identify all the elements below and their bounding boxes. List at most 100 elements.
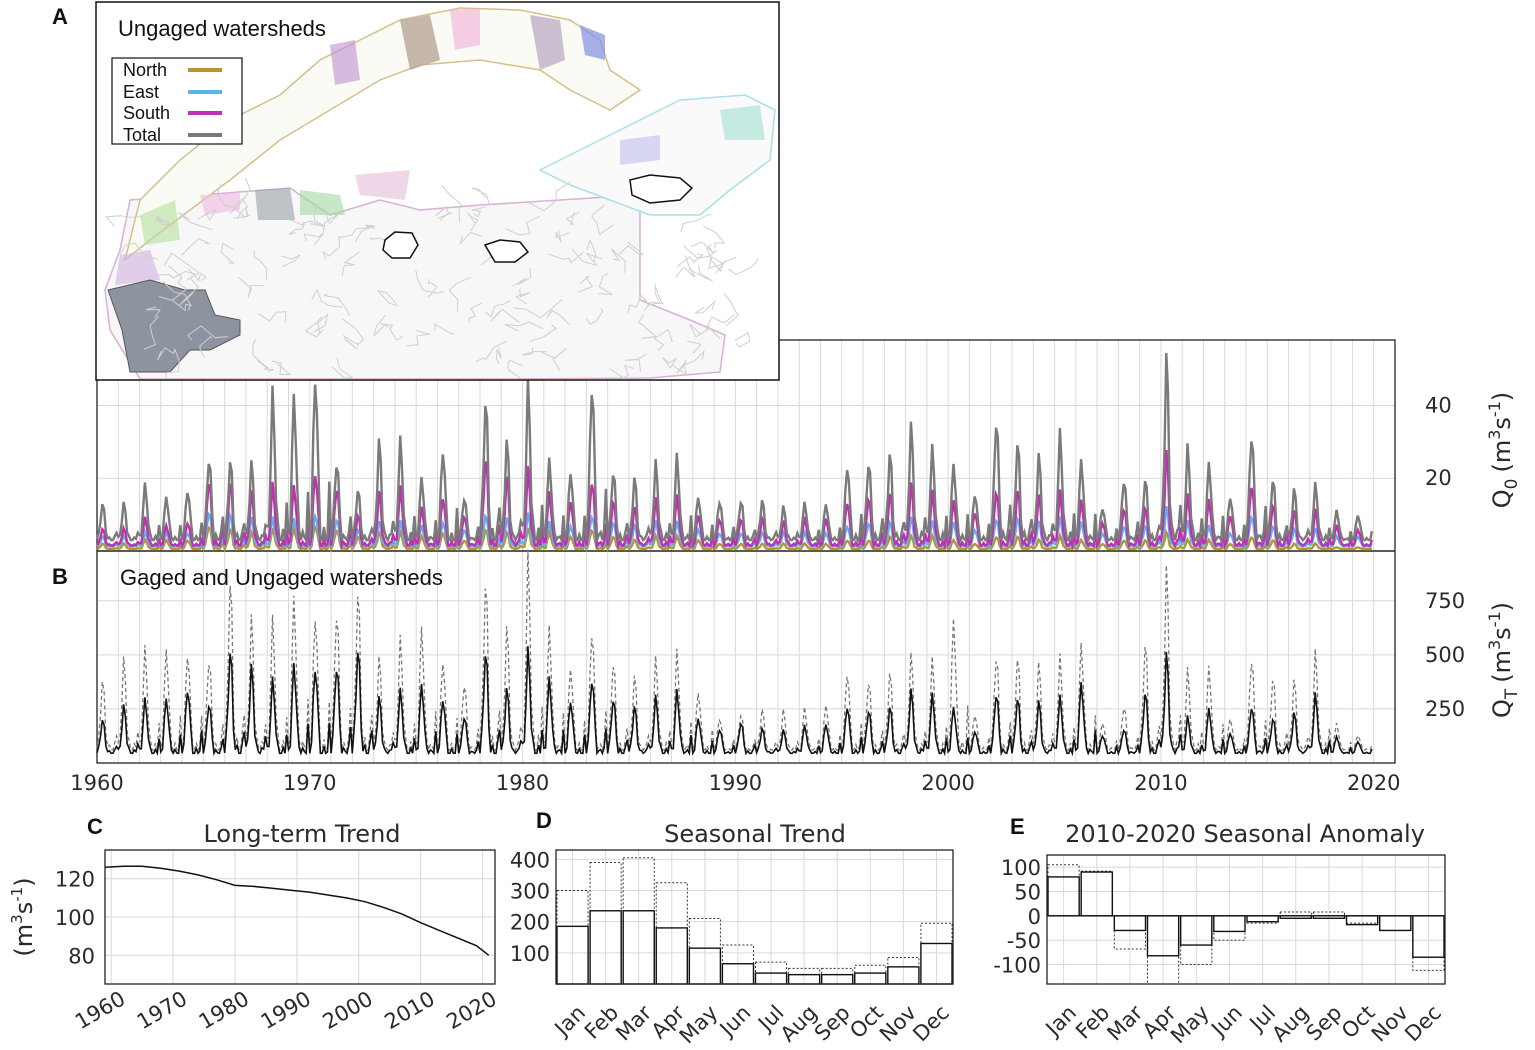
map-river [505, 215, 540, 236]
legend-label-north: North [123, 60, 167, 80]
map-patch [200, 193, 240, 215]
x-tick-label: 1980 [496, 771, 549, 795]
map-river [415, 270, 444, 294]
map-river [686, 340, 702, 354]
y-tick-label: 100 [55, 906, 95, 930]
map-river [683, 245, 719, 259]
map-river [504, 321, 544, 332]
map-river [515, 288, 530, 305]
map-patch [450, 8, 480, 50]
map-river [234, 197, 249, 220]
panel-c-ylabel: (m3s-1) [8, 877, 38, 956]
map-river [342, 334, 359, 350]
map-river [380, 323, 404, 341]
map-river [252, 339, 269, 369]
map-river [495, 346, 502, 365]
x-tick-label: 2000 [921, 771, 974, 795]
series-south-line [95, 449, 1374, 550]
x-tick-label: Jan [1040, 1001, 1081, 1042]
map-patch [355, 170, 410, 200]
map-river [540, 347, 567, 372]
map-river [322, 293, 351, 316]
map-river [373, 314, 390, 337]
map-river [322, 235, 341, 260]
panel-a-lines [95, 352, 1374, 554]
map-river [571, 248, 602, 267]
map-inset: Ungaged watersheds North East South Tota… [95, 1, 780, 381]
map-river [467, 212, 479, 232]
map-river [705, 314, 736, 330]
map-patch [530, 15, 565, 70]
map-river [693, 299, 716, 314]
bar-dashed [1312, 911, 1346, 917]
map-river [178, 211, 213, 231]
x-tick-label: 2000 [319, 987, 377, 1035]
map-river [662, 357, 678, 369]
map-patch [300, 190, 345, 215]
map-river [675, 255, 696, 278]
map-lake [629, 174, 694, 204]
map-river [427, 278, 438, 298]
map-lake [382, 231, 419, 259]
x-tick-label: 1960 [71, 987, 129, 1035]
map-river [689, 324, 721, 340]
map-river [163, 252, 200, 281]
map-river [220, 242, 235, 264]
y-tick-label: 200 [510, 911, 550, 935]
map-river [197, 208, 218, 221]
map-patch [720, 105, 765, 140]
map-river [162, 280, 191, 311]
panel-b-xticks: 1960 1970 1980 1990 2000 2010 2020 [70, 771, 1400, 795]
x-tick-label: 2010 [1134, 771, 1187, 795]
map-river [354, 224, 376, 243]
panel-c-trend-line [104, 865, 490, 956]
map-river [512, 268, 532, 287]
map-river [620, 364, 634, 379]
map-river [155, 219, 173, 228]
map-river [280, 254, 301, 268]
panel-d-title: Seasonal Trend [664, 820, 846, 848]
panel-c: Long-term Trend 80 100 120 1960 1970 1980 1990… [8, 820, 501, 1034]
map-river [105, 215, 143, 227]
map-river [448, 276, 472, 313]
panel-e-border [1046, 854, 1446, 985]
map-river [683, 350, 705, 366]
panel-b-title: Gaged and Ungaged watersheds [120, 565, 443, 590]
map-river [155, 270, 195, 279]
map-river [179, 277, 199, 306]
y-tick-label: 250 [1425, 697, 1465, 721]
map-river [238, 277, 265, 298]
map-river [490, 308, 520, 323]
map-river [638, 314, 657, 339]
map-river [555, 230, 570, 243]
y-tick-label: -50 [1007, 929, 1041, 953]
x-tick-label: Jun [714, 1001, 756, 1043]
panel-c-grid [105, 850, 495, 984]
y-tick-label: 50 [1014, 881, 1041, 905]
map-patch [115, 250, 160, 285]
y-tick-label: 750 [1425, 589, 1465, 613]
x-tick-label: Dec [908, 1001, 954, 1047]
map-river [702, 225, 726, 249]
x-tick-label: 1980 [195, 987, 253, 1035]
y-tick-label: 20 [1425, 466, 1452, 490]
map-patch [620, 135, 660, 165]
map-title: Ungaged watersheds [118, 16, 326, 41]
panel-label-b: B [52, 564, 68, 589]
map-river [598, 273, 613, 295]
map-river [513, 299, 563, 319]
map-river [168, 265, 188, 301]
y-tick-label: 40 [1425, 393, 1452, 417]
x-tick-label: 1970 [133, 987, 191, 1035]
panel-e: 2010-2020 Seasonal Anomaly -100-50050100… [993, 820, 1446, 1048]
map-patch [330, 40, 360, 85]
panel-e-title: 2010-2020 Seasonal Anomaly [1065, 820, 1425, 848]
map-river [216, 184, 246, 218]
panel-d-border [555, 849, 954, 985]
y-tick-label: -100 [993, 954, 1041, 978]
legend-label-south: South [123, 103, 170, 123]
map-river [565, 211, 581, 226]
map-river [680, 214, 712, 233]
x-tick-label: 2020 [1347, 771, 1400, 795]
